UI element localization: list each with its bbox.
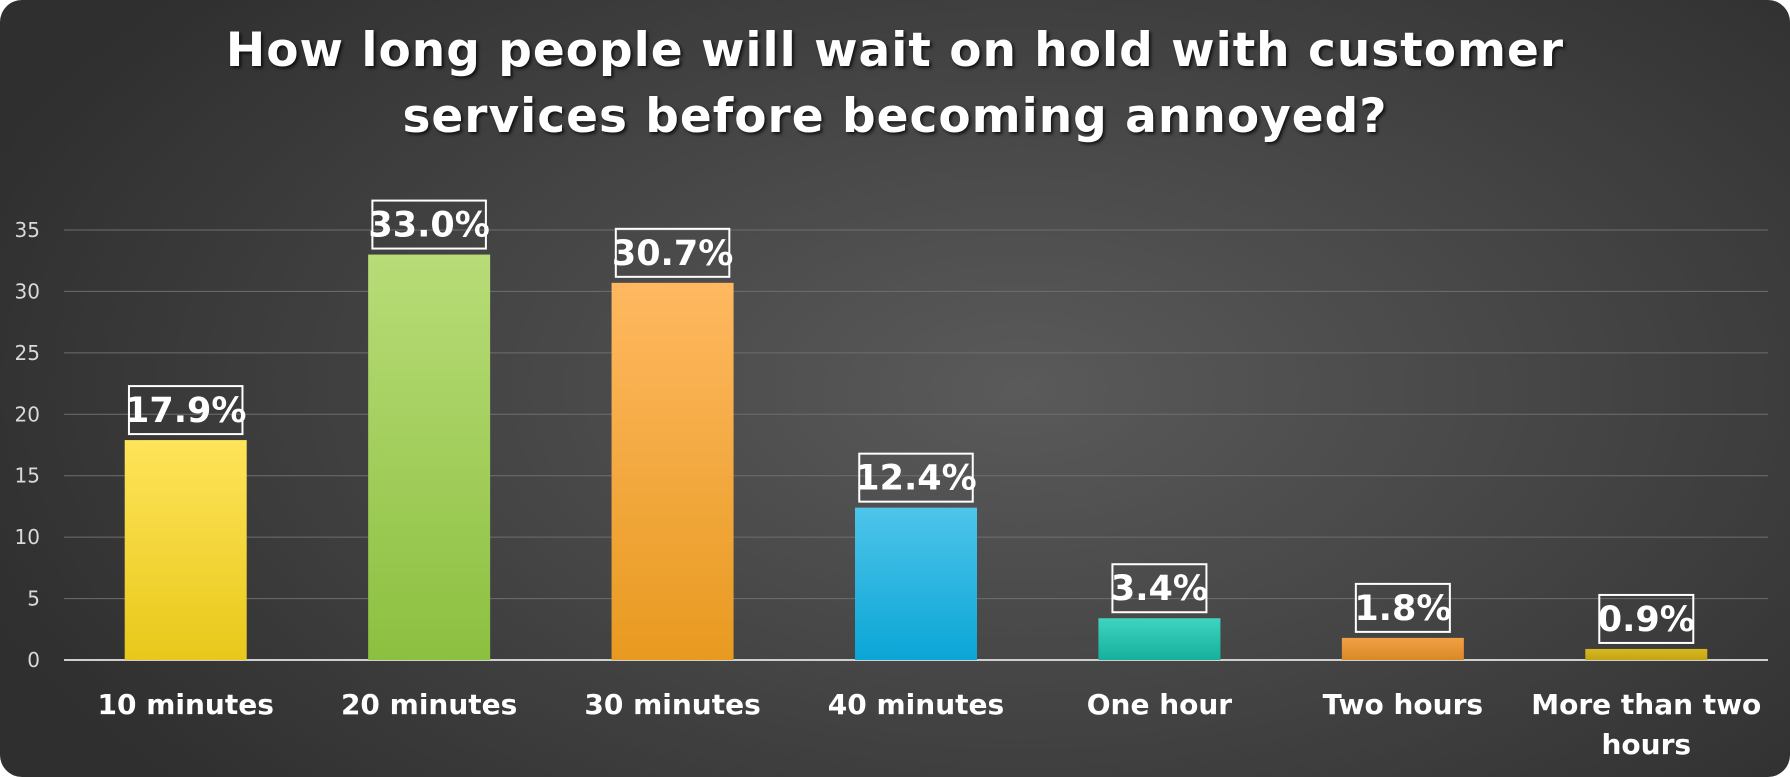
data-label: 1.8% <box>1354 589 1451 629</box>
data-label: 3.4% <box>1111 569 1208 609</box>
data-label-box <box>1354 582 1451 633</box>
bar-6 <box>1585 648 1708 660</box>
bar-1 <box>368 254 491 661</box>
bar-2 <box>611 282 734 660</box>
y-tick-label: 35 <box>15 218 40 242</box>
y-tick-label: 15 <box>15 464 40 488</box>
category-label: 10 minutes <box>98 688 274 721</box>
data-label: 0.9% <box>1598 600 1695 640</box>
chart-title-line-2: services before becoming annoyed? <box>402 89 1388 144</box>
data-label-box <box>127 385 244 436</box>
gridlines <box>64 229 1768 600</box>
data-label-box <box>1598 593 1695 644</box>
data-label-box <box>858 452 974 503</box>
category-label: Two hours <box>1323 688 1483 721</box>
category-label: More than two hours <box>1531 688 1761 761</box>
bar-3 <box>855 507 977 660</box>
data-label: 17.9% <box>125 391 246 431</box>
data-label-box <box>1111 563 1208 614</box>
category-labels: 10 minutes 20 minutes 30 minutes 40 minutes… <box>98 688 1762 761</box>
bar-4 <box>1098 618 1221 660</box>
y-tick-label: 5 <box>27 587 40 611</box>
bar-5 <box>1341 637 1464 660</box>
category-label: 40 minutes <box>828 688 1004 721</box>
chart-title: How long people will wait on hold with c… <box>0 18 1790 150</box>
data-label: 33.0% <box>368 206 489 246</box>
category-label: 20 minutes <box>341 688 517 721</box>
y-tick-label: 10 <box>15 525 40 549</box>
category-label: One hour <box>1087 688 1233 721</box>
chart-title-line-1: How long people will wait on hold with c… <box>225 23 1565 78</box>
data-label: 12.4% <box>855 459 976 499</box>
y-tick-label: 20 <box>15 402 40 426</box>
data-label-box <box>614 227 731 278</box>
y-tick-label: 25 <box>15 341 40 365</box>
data-labels: 17.9% 33.0% 30.7% 12.4% 3.4% 1.8% 0.9% <box>125 199 1695 644</box>
data-label: 30.7% <box>612 234 733 274</box>
data-label-box <box>371 199 487 250</box>
bars <box>124 254 1708 661</box>
y-tick-label: 30 <box>15 279 40 303</box>
y-tick-label: 0 <box>27 648 40 672</box>
category-label: 30 minutes <box>584 688 760 721</box>
bar-0 <box>124 440 247 660</box>
